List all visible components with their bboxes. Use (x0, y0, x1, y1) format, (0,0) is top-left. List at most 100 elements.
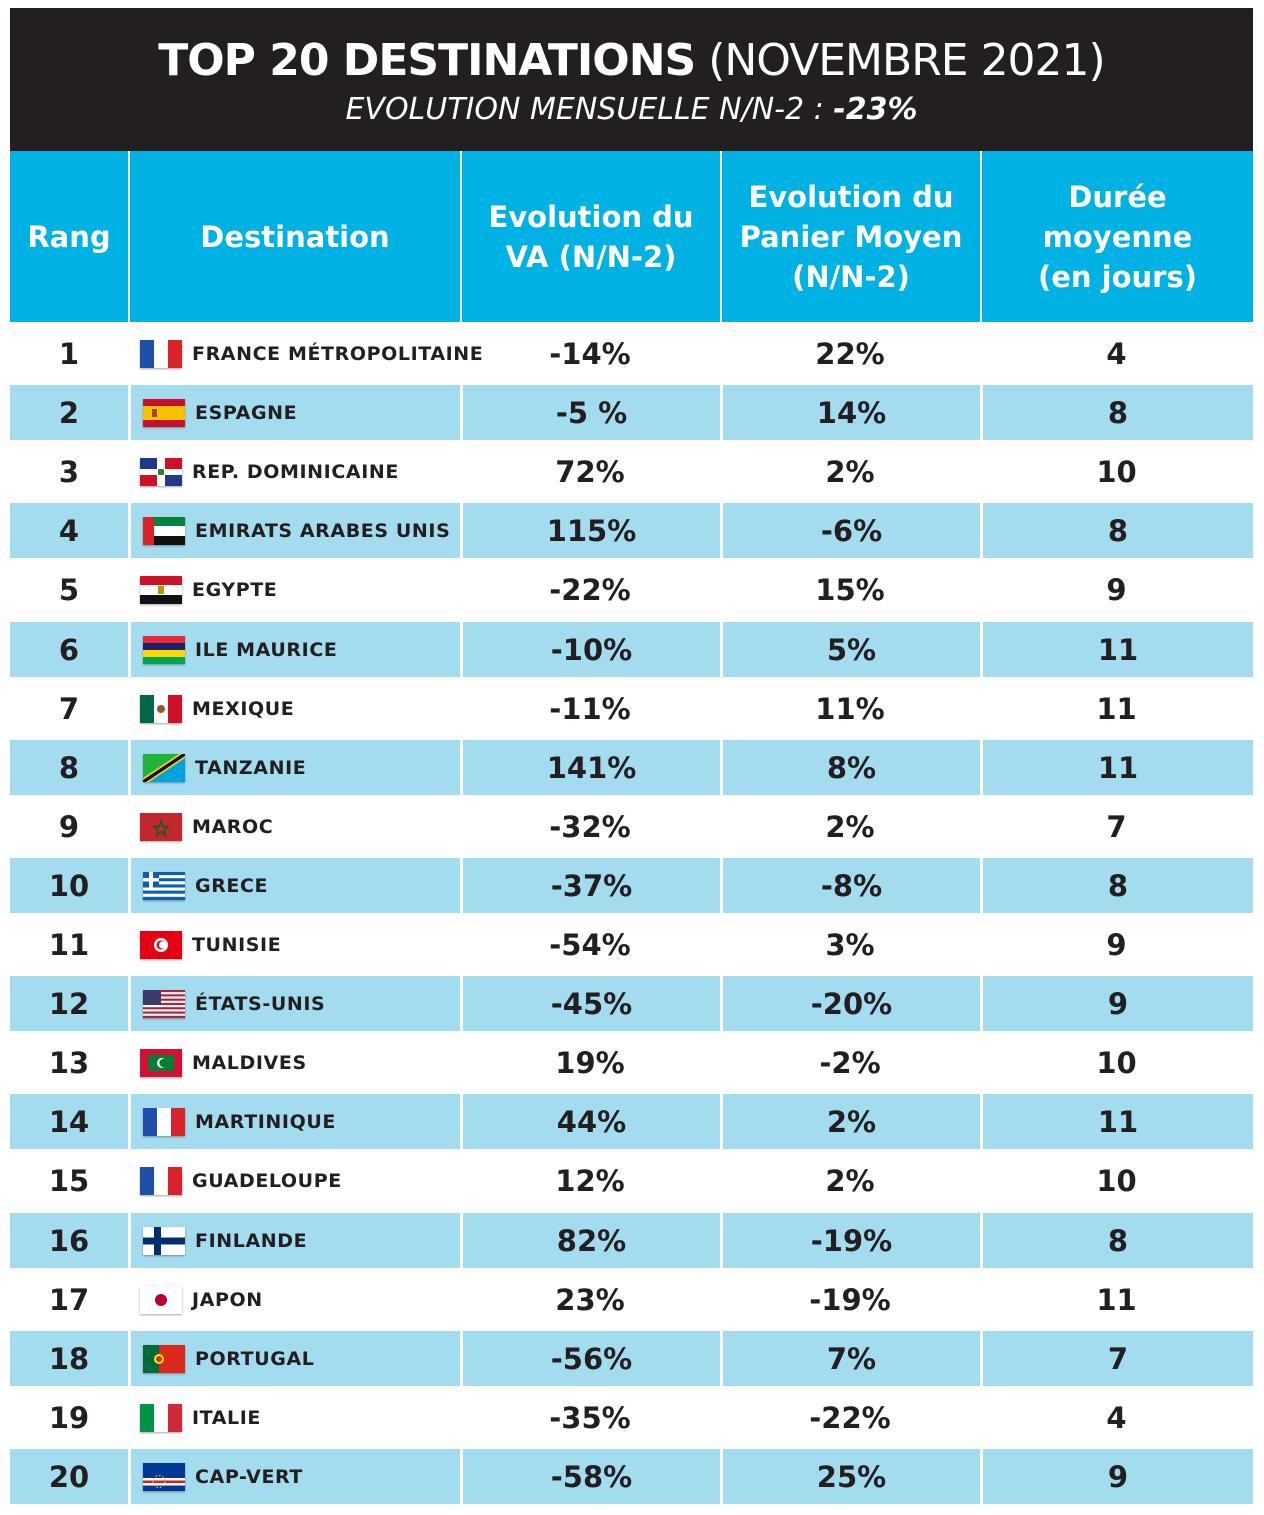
egypt-flag-icon (140, 575, 182, 604)
destination-name: MARTINIQUE (195, 1110, 336, 1133)
table-row: 18 PORTUGAL -56% 7% 7 (10, 1331, 1253, 1386)
va-evolution-cell: 12% (555, 1163, 625, 1198)
rank-cell: 13 (48, 1045, 90, 1080)
table-row: 19 ITALIE -35% -22% 4 (10, 1390, 1253, 1445)
mauritius-flag-icon (143, 635, 185, 664)
cape-verde-flag-icon (143, 1462, 185, 1491)
duree-cell: 8 (980, 503, 1253, 558)
panier-evolution-cell: -20% (720, 976, 980, 1031)
va-evolution-cell: -58% (460, 1449, 720, 1504)
duree-cell: 4 (1106, 336, 1127, 371)
greece-flag-icon (143, 871, 185, 900)
panier-evolution-cell: 2% (825, 454, 875, 489)
duree-cell: 8 (980, 385, 1253, 440)
destination-cell: FINLANDE (128, 1213, 460, 1268)
morocco-flag-icon (140, 812, 182, 841)
table-row: 13 MALDIVES 19% -2% 10 (10, 1035, 1253, 1090)
destination-cell: PORTUGAL (128, 1331, 460, 1386)
panier-evolution-cell: 14% (720, 385, 980, 440)
va-evolution-cell: -32% (549, 809, 631, 844)
duree-cell: 4 (1106, 1400, 1127, 1435)
va-evolution-cell: 44% (460, 1094, 720, 1149)
table-row: 8 TANZANIE 141% 8% 11 (10, 740, 1253, 795)
va-evolution-cell: 141% (460, 740, 720, 795)
destination-name: FINLANDE (195, 1229, 308, 1252)
duree-cell: 10 (1096, 454, 1137, 489)
va-evolution-cell: 115% (460, 503, 720, 558)
spain-flag-icon (143, 398, 185, 427)
header-duree-line2: moyenne (1042, 219, 1193, 254)
destination-name: GUADELOUPE (192, 1169, 342, 1192)
va-evolution-cell: -10% (460, 622, 720, 677)
table-header: Rang Destination Evolution du VA (N/N-2)… (10, 151, 1253, 322)
panier-evolution-cell: -19% (809, 1282, 891, 1317)
header-rang-label: Rang (27, 219, 111, 254)
header-destination: Destination (128, 151, 460, 322)
destination-cell: CAP-VERT (128, 1449, 460, 1504)
destination-name: GRECE (195, 874, 269, 897)
destination-name: FRANCE MÉTROPOLITAINE (192, 342, 484, 365)
table-row: 17 JAPON 23% -19% 11 (10, 1272, 1253, 1327)
rank-cell: 9 (58, 809, 80, 844)
duree-cell: 10 (1096, 1163, 1137, 1198)
panier-evolution-cell: 5% (720, 622, 980, 677)
va-evolution-cell: -5 % (460, 385, 720, 440)
destination-name: MAROC (192, 815, 274, 838)
destination-cell: TUNISIE (128, 917, 460, 972)
table-row: 16 FINLANDE 82% -19% 8 (10, 1213, 1253, 1268)
header-va: Evolution du VA (N/N-2) (460, 151, 720, 322)
panier-evolution-cell: 7% (720, 1331, 980, 1386)
destination-cell: MEXIQUE (128, 681, 460, 736)
table-row: 4 EMIRATS ARABES UNIS 115% -6% 8 (10, 503, 1253, 558)
destination-cell: GRECE (128, 858, 460, 913)
panier-evolution-cell: 22% (815, 336, 885, 371)
title-banner: TOP 20 DESTINATIONS (NOVEMBRE 2021) EVOL… (10, 8, 1253, 151)
destination-name: ESPAGNE (195, 401, 298, 424)
destination-cell: MAROC (128, 799, 460, 854)
rank-cell: 12 (48, 986, 90, 1021)
va-evolution-cell: -35% (549, 1400, 631, 1435)
destination-name: ILE MAURICE (195, 638, 338, 661)
rank-cell: 17 (48, 1282, 90, 1317)
panier-evolution-cell: 2% (720, 1094, 980, 1149)
header-duree-line1: Durée (1068, 179, 1167, 214)
maldives-flag-icon (140, 1048, 182, 1077)
va-evolution-cell: 23% (555, 1282, 625, 1317)
destination-cell: ÉTATS-UNIS (128, 976, 460, 1031)
table-row: 14 MARTINIQUE 44% 2% 11 (10, 1094, 1253, 1149)
finland-flag-icon (143, 1226, 185, 1255)
destination-cell: GUADELOUPE (128, 1153, 460, 1208)
duree-cell: 8 (980, 858, 1253, 913)
rank-cell: 18 (48, 1341, 90, 1376)
rank-cell: 3 (58, 454, 80, 489)
va-evolution-cell: -22% (549, 572, 631, 607)
japan-flag-icon (140, 1285, 182, 1314)
destination-cell: MALDIVES (128, 1035, 460, 1090)
destination-cell: FRANCE MÉTROPOLITAINE (128, 326, 483, 381)
panier-evolution-cell: 8% (720, 740, 980, 795)
panier-evolution-cell: -19% (720, 1213, 980, 1268)
title-main: TOP 20 DESTINATIONS (158, 35, 696, 86)
destination-name: TANZANIE (195, 756, 307, 779)
destination-cell: EMIRATS ARABES UNIS (128, 503, 460, 558)
va-evolution-cell: -56% (460, 1331, 720, 1386)
table-row: 11 TUNISIE -54% 3% 9 (10, 917, 1253, 972)
va-evolution-cell: -37% (460, 858, 720, 913)
duree-cell: 9 (980, 976, 1253, 1031)
header-panier-line3: (N/N-2) (792, 259, 910, 294)
duree-cell: 9 (1106, 927, 1127, 962)
header-duree-line3: (en jours) (1038, 259, 1197, 294)
rank-cell: 14 (48, 1104, 90, 1139)
destination-name: ITALIE (192, 1406, 262, 1429)
panier-evolution-cell: -22% (809, 1400, 891, 1435)
destination-cell: REP. DOMINICAINE (128, 444, 460, 499)
destination-cell: EGYPTE (128, 562, 460, 617)
rank-cell: 10 (48, 868, 90, 903)
table-row: 9 MAROC -32% 2% 7 (10, 799, 1253, 854)
destination-cell: TANZANIE (128, 740, 460, 795)
duree-cell: 7 (1106, 809, 1127, 844)
va-evolution-cell: 82% (460, 1213, 720, 1268)
destination-name: ÉTATS-UNIS (195, 992, 326, 1015)
portugal-flag-icon (143, 1344, 185, 1373)
duree-cell: 11 (980, 622, 1253, 677)
